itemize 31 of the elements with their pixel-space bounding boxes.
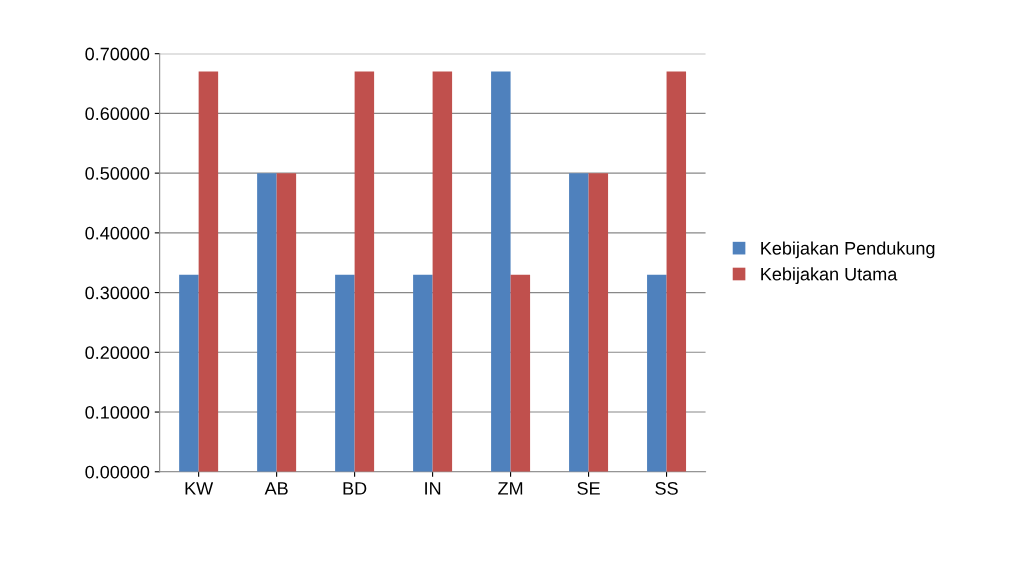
bar — [491, 71, 511, 472]
y-tick-label: 0.50000 — [85, 167, 150, 180]
y-tick-label: 0.30000 — [85, 286, 150, 300]
x-tick-label: SE — [577, 481, 600, 495]
bar — [569, 173, 589, 472]
x-tick-label: AB — [264, 482, 288, 495]
y-tick-label: 0.00000 — [85, 465, 150, 479]
bar — [179, 274, 199, 472]
x-tick-label: KW — [185, 482, 214, 495]
bar — [198, 71, 219, 472]
bar — [432, 71, 453, 472]
x-tick-label: BD — [343, 482, 367, 495]
bar — [647, 274, 667, 472]
bar — [588, 173, 609, 472]
legend-label: Kebijakan Pendukung — [761, 241, 935, 259]
legend-label: Kebijakan Utama — [761, 267, 898, 285]
y-tick-label: 0.60000 — [85, 107, 150, 121]
bar — [276, 173, 297, 472]
y-tick-label: 0.20000 — [85, 346, 150, 360]
y-tick-label: 0.10000 — [85, 405, 150, 419]
bar — [666, 71, 687, 472]
x-tick-label: ZM — [498, 482, 523, 495]
y-tick-label: 0.40000 — [85, 226, 150, 240]
x-tick-label: SS — [655, 481, 678, 495]
bar — [335, 274, 355, 472]
x-tick-label: IN — [425, 482, 441, 495]
bar — [257, 173, 277, 472]
bar — [354, 71, 375, 472]
bar — [510, 274, 531, 472]
bar — [413, 274, 433, 472]
y-tick-label: 0.70000 — [85, 47, 150, 61]
